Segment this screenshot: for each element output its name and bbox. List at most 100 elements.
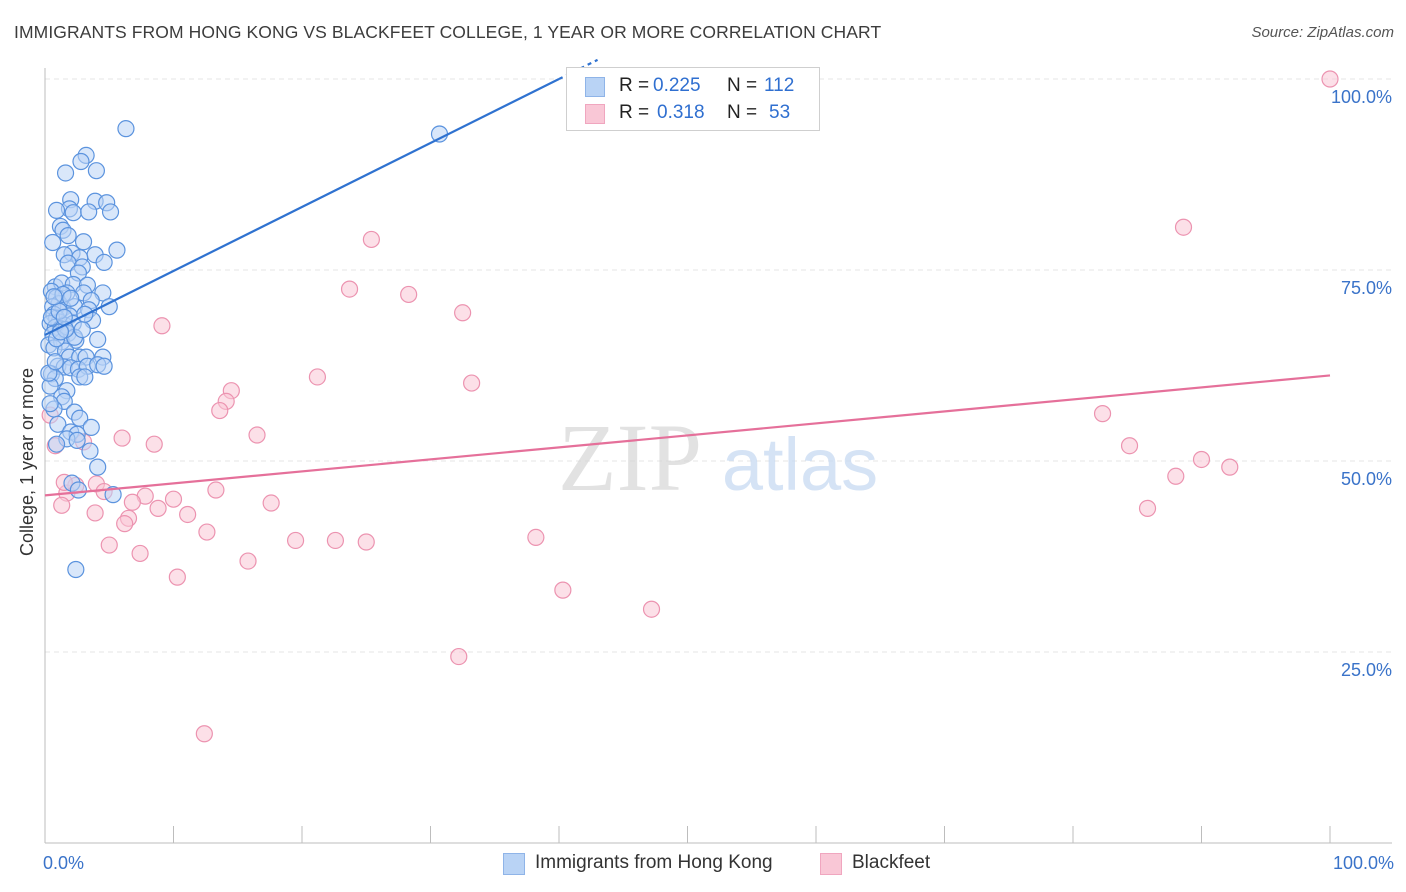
- blackfeet-point: [357, 533, 375, 551]
- hong-kong-point: [47, 435, 66, 453]
- blackfeet-point: [642, 600, 661, 618]
- blackfeet-point: [308, 368, 327, 386]
- hong-kong-point: [82, 418, 100, 436]
- blackfeet-point: [1174, 218, 1193, 236]
- blackfeet-point: [463, 374, 481, 392]
- blackfeet-trend-line: [44, 374, 1331, 497]
- hong-kong-point: [64, 204, 82, 222]
- blackfeet-point: [400, 285, 418, 304]
- y-axis-label: College, 1 year or more: [17, 368, 37, 556]
- blackfeet-point: [340, 280, 359, 298]
- hong-kong-point: [73, 320, 91, 339]
- n-label: N =: [727, 102, 758, 123]
- blackfeet-point: [116, 515, 134, 533]
- hong-kong-point: [95, 253, 113, 271]
- correlation-legend: R = 0.225 N = 112 R = 0.318 N = 53: [566, 67, 820, 131]
- blackfeet-point: [149, 499, 167, 517]
- blackfeet-point: [53, 496, 71, 514]
- blackfeet-point: [1192, 450, 1211, 469]
- y-tick-label: 100.0%: [1331, 87, 1392, 107]
- hong-kong-point: [56, 164, 75, 182]
- r-label: R =: [619, 75, 650, 96]
- axis-layer: [44, 68, 1392, 844]
- legend-row-blackfeet: R = 0.318 N = 53: [567, 101, 819, 127]
- y-tick-label: 50.0%: [1341, 469, 1392, 489]
- hong-kong-point: [41, 395, 59, 413]
- blackfeet-point: [198, 523, 216, 541]
- tick-labels: 100.0% 75.0% 50.0% 25.0% 0.0% 100.0%: [43, 87, 1394, 873]
- hong-kong-point: [67, 560, 85, 579]
- y-tick-label: 25.0%: [1341, 660, 1392, 680]
- hong-kong-point: [46, 353, 64, 371]
- hong-kong-point: [89, 330, 107, 349]
- blackfeet-point: [211, 401, 229, 420]
- source-label: Source: ZipAtlas.com: [1251, 24, 1394, 41]
- blackfeet-point: [86, 504, 104, 522]
- legend-row-hong-kong: R = 0.225 N = 112: [567, 74, 819, 100]
- hong-kong-point: [101, 203, 120, 221]
- blackfeet-point: [286, 531, 305, 550]
- x-tick-label-min: 0.0%: [43, 853, 84, 873]
- blackfeet-point: [450, 647, 468, 666]
- hong-kong-point: [117, 120, 135, 138]
- blackfeet-point: [1167, 467, 1185, 485]
- hong-kong-point: [47, 201, 66, 220]
- hong-kong-trend-line: [44, 78, 560, 336]
- r-label: R =: [619, 102, 650, 123]
- blackfeet-point: [262, 494, 280, 512]
- blackfeet-point: [195, 725, 213, 743]
- blackfeet-points: [41, 70, 1339, 743]
- blackfeet-point: [362, 230, 380, 249]
- blackfeet-point: [326, 531, 345, 550]
- watermark: ZIP atlas: [558, 404, 878, 511]
- legend-swatch-blue: [503, 853, 525, 875]
- legend-swatch-pink: [585, 104, 605, 124]
- blackfeet-point: [454, 304, 472, 322]
- blackfeet-point: [554, 581, 572, 599]
- hong-kong-point: [69, 481, 88, 499]
- hong-kong-point: [89, 458, 107, 476]
- hong-kong-point: [49, 415, 67, 433]
- hong-kong-point: [76, 368, 94, 386]
- hong-kong-point: [80, 203, 98, 221]
- hong-kong-point: [45, 288, 63, 306]
- r-value: 0.225: [653, 75, 701, 96]
- hong-kong-point: [108, 241, 126, 259]
- blackfeet-point: [1321, 70, 1339, 88]
- hong-kong-point: [44, 233, 62, 252]
- blackfeet-point: [1093, 405, 1112, 423]
- legend-label-blackfeet: Blackfeet: [852, 852, 931, 873]
- hong-kong-point: [74, 233, 93, 251]
- y-tick-label: 75.0%: [1341, 278, 1392, 298]
- r-value: 0.318: [657, 102, 705, 123]
- legend-swatch-pink: [820, 853, 842, 875]
- hong-kong-point: [68, 431, 86, 449]
- blackfeet-point: [113, 429, 131, 447]
- blackfeet-point: [131, 544, 149, 563]
- blackfeet-point: [1138, 499, 1157, 517]
- trend-lines: [44, 58, 1331, 497]
- legend-swatch-blue: [585, 77, 605, 97]
- watermark-zip: ZIP: [558, 404, 702, 511]
- blackfeet-point: [100, 536, 118, 554]
- legend-label-hong-kong: Immigrants from Hong Kong: [535, 852, 773, 873]
- x-tick-label-max: 100.0%: [1333, 853, 1394, 873]
- blackfeet-point: [168, 568, 186, 586]
- blackfeet-point: [179, 505, 197, 524]
- watermark-atlas: atlas: [722, 423, 878, 506]
- blackfeet-point: [527, 528, 545, 547]
- blackfeet-point: [153, 317, 171, 335]
- n-label: N =: [727, 75, 758, 96]
- hong-kong-point: [62, 289, 80, 307]
- hong-kong-point: [72, 152, 90, 171]
- blackfeet-point: [164, 490, 183, 508]
- blackfeet-point: [1221, 458, 1239, 476]
- blackfeet-point: [145, 435, 163, 453]
- chart-title: IMMIGRANTS FROM HONG KONG VS BLACKFEET C…: [14, 22, 882, 42]
- blackfeet-point: [239, 552, 257, 570]
- hong-kong-point: [59, 227, 77, 245]
- blackfeet-point: [207, 481, 225, 499]
- hong-kong-point: [95, 357, 113, 375]
- blackfeet-point: [123, 493, 141, 511]
